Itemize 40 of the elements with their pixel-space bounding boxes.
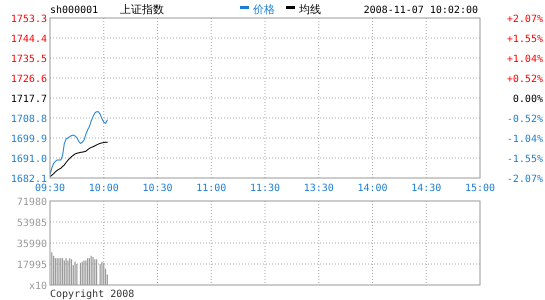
y2-tick-label: +2.07% <box>506 14 543 25</box>
y-tick-label: 1691.0 <box>10 154 47 165</box>
x-tick-label: 15:00 <box>464 183 496 194</box>
chart-title: sh000001 <box>50 5 98 16</box>
x-tick-label: 09:30 <box>34 183 66 194</box>
y-tick-label: 1726.6 <box>10 74 47 85</box>
y-tick-label: 1699.9 <box>10 134 47 145</box>
y-tick-label: 35990 <box>16 239 47 250</box>
text: 2008-11-07 10:02:00 <box>364 5 478 16</box>
y2-tick-label: -1.04% <box>506 134 543 146</box>
y-tick-label: x10 <box>28 281 47 292</box>
x-tick-label: 10:30 <box>142 183 173 194</box>
x-tick-label: 11:00 <box>196 183 226 194</box>
x-tick-label: 14:00 <box>357 183 388 194</box>
y-tick-label: 1735.5 <box>10 54 47 65</box>
y-tick-label: 1744.4 <box>10 34 47 45</box>
y2-tick-label: +1.04% <box>506 54 543 65</box>
y-tick-label: 17995 <box>16 260 47 271</box>
y2-tick-label: -2.07% <box>506 174 543 185</box>
y-tick-label: 71980 <box>16 197 47 208</box>
y-tick-label: 1717.7 <box>10 94 47 105</box>
y-tick-label: 53985 <box>16 218 47 229</box>
x-tick-label: 10:00 <box>88 183 119 194</box>
y-tick-label: 1682.1 <box>10 174 47 185</box>
x-tick-label: 14:30 <box>411 183 442 194</box>
y2-tick-label: -0.52% <box>506 114 543 126</box>
y2-tick-label: +0.52% <box>506 74 543 85</box>
text: Copyright 2008 <box>50 289 134 300</box>
x-tick-label: 11:30 <box>250 183 280 194</box>
y2-tick-label: -1.55% <box>506 154 543 165</box>
y-tick-label: 1708.8 <box>10 114 47 125</box>
y2-tick-label: +1.55% <box>506 34 543 46</box>
legend-label: 价格 <box>252 3 275 16</box>
line-series <box>50 142 108 178</box>
line-series <box>50 111 108 176</box>
y2-tick-label: 0.00% <box>512 94 543 105</box>
y-tick-label: 1753.3 <box>10 14 47 25</box>
x-tick-label: 13:30 <box>304 183 334 194</box>
legend-label: 均线 <box>298 3 321 16</box>
chart-subtitle: 上证指数 <box>120 3 164 16</box>
